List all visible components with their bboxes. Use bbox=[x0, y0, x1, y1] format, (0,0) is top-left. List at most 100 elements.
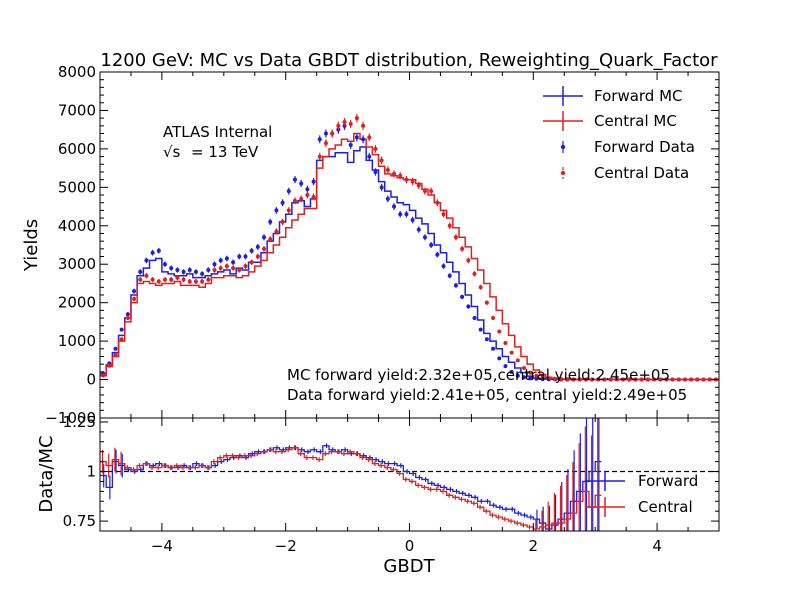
data-point-forward-data bbox=[138, 269, 143, 274]
data-point-central-data bbox=[509, 350, 514, 355]
ratio-frame bbox=[99, 417, 720, 532]
data-point-central-data bbox=[206, 277, 211, 282]
data-point-central-data bbox=[218, 266, 223, 271]
data-point-central-data bbox=[404, 177, 409, 182]
data-point-forward-data bbox=[497, 356, 502, 361]
data-point-central-data bbox=[274, 229, 279, 234]
x-axis-label: GBDT bbox=[383, 556, 435, 577]
data-point-central-data bbox=[565, 377, 570, 382]
data-point-forward-data bbox=[169, 266, 174, 271]
data-point-forward-data bbox=[484, 337, 489, 342]
data-point-forward-data bbox=[429, 243, 434, 247]
data-point-central-data bbox=[286, 208, 291, 213]
data-point-central-data bbox=[472, 271, 477, 276]
data-point-central-data bbox=[571, 377, 576, 382]
data-point-central-data bbox=[231, 266, 236, 271]
data-point-central-data bbox=[466, 258, 471, 263]
data-point-central-data bbox=[107, 363, 112, 368]
data-point-forward-data bbox=[472, 316, 477, 321]
data-point-forward-data bbox=[243, 254, 248, 259]
data-point-forward-data bbox=[193, 269, 198, 274]
main-y-tick-label: 1000 bbox=[58, 332, 96, 350]
data-point-forward-data bbox=[354, 135, 359, 140]
data-point-forward-data bbox=[373, 169, 378, 174]
data-point-central-data bbox=[175, 275, 180, 280]
data-point-central-data bbox=[676, 377, 681, 382]
data-point-forward-data bbox=[509, 369, 514, 374]
data-point-central-data bbox=[528, 370, 533, 375]
legend-entry-central-mc: Central MC bbox=[543, 111, 677, 131]
data-point-central-data bbox=[156, 279, 161, 284]
data-point-central-data bbox=[546, 376, 551, 381]
data-point-central-data bbox=[385, 168, 390, 173]
x-tick-label: 4 bbox=[652, 537, 662, 555]
data-point-central-data bbox=[633, 377, 638, 382]
data-point-forward-data bbox=[503, 364, 508, 369]
data-point-central-data bbox=[249, 260, 254, 265]
main-y-tick-label: 7000 bbox=[58, 101, 96, 119]
data-point-forward-data bbox=[113, 346, 118, 351]
legend-entry-forward: Forward bbox=[585, 471, 698, 491]
data-point-forward-data bbox=[218, 258, 223, 263]
data-point-central-data bbox=[169, 277, 174, 282]
data-point-central-data bbox=[695, 377, 700, 382]
data-point-central-data bbox=[515, 358, 520, 363]
data-point-central-data bbox=[305, 193, 310, 198]
data-point-forward-data bbox=[398, 212, 403, 217]
chart-title: 1200 GeV: MC vs Data GBDT distribution, … bbox=[100, 50, 718, 71]
data-point-forward-data bbox=[156, 248, 161, 253]
data-point-forward-data bbox=[522, 375, 527, 380]
data-point-forward-data bbox=[150, 250, 155, 255]
data-point-forward-data bbox=[466, 304, 471, 309]
data-point-central-data bbox=[682, 377, 687, 382]
data-point-forward-data bbox=[392, 204, 397, 209]
data-point-forward-data bbox=[274, 208, 279, 213]
main-y-tick-label: 8000 bbox=[58, 63, 96, 81]
data-point-forward-data bbox=[379, 185, 384, 190]
data-point-forward-data bbox=[422, 235, 427, 240]
data-yield-annotation: Data forward yield:2.41e+05, central yie… bbox=[287, 386, 687, 404]
data-point-central-data bbox=[101, 373, 106, 378]
legend-entry-central: Central bbox=[585, 497, 693, 517]
data-point-central-data bbox=[484, 300, 489, 305]
data-point-forward-data bbox=[311, 179, 316, 184]
data-point-central-data bbox=[441, 212, 446, 217]
main-y-tick-label: 2000 bbox=[58, 294, 96, 312]
data-point-forward-data bbox=[453, 283, 458, 288]
data-point-central-data bbox=[707, 377, 712, 382]
data-point-central-data bbox=[608, 377, 613, 382]
data-point-forward-data bbox=[255, 244, 260, 249]
data-point-central-data bbox=[435, 200, 440, 205]
data-point-central-data bbox=[373, 146, 378, 151]
legend-label-central-data: Central Data bbox=[594, 164, 689, 182]
data-point-forward-data bbox=[119, 327, 124, 332]
data-point-central-data bbox=[664, 377, 669, 382]
data-point-central-data bbox=[670, 377, 675, 382]
data-point-forward-data bbox=[132, 289, 137, 294]
data-point-central-data bbox=[144, 273, 149, 278]
data-point-central-data bbox=[522, 366, 527, 371]
data-point-central-data bbox=[416, 183, 421, 188]
data-point-central-data bbox=[447, 223, 452, 228]
data-point-forward-data bbox=[187, 267, 192, 272]
data-point-central-data bbox=[392, 171, 397, 176]
data-point-central-data bbox=[212, 267, 217, 272]
data-point-forward-data bbox=[292, 177, 297, 182]
main-y-tick-label: 3000 bbox=[58, 255, 96, 273]
y-axis-label-main: Yields bbox=[21, 219, 42, 272]
data-point-central-data bbox=[342, 119, 347, 124]
data-point-forward-data bbox=[144, 258, 149, 263]
data-point-central-data bbox=[193, 279, 198, 284]
data-point-central-data bbox=[478, 285, 483, 290]
data-point-central-data bbox=[361, 123, 366, 128]
data-point-forward-data bbox=[515, 373, 520, 378]
legend-entry-forward-data: Forward Data bbox=[560, 138, 695, 156]
ratio-y-tick-label: 1.25 bbox=[63, 413, 96, 431]
data-point-central-data bbox=[162, 277, 167, 282]
legend-ratio: Forward Central bbox=[585, 471, 698, 517]
ratio-y-tick-label: 0.75 bbox=[63, 512, 96, 530]
data-point-forward-data bbox=[348, 143, 353, 148]
data-point-central-data bbox=[577, 377, 582, 382]
data-point-central-data bbox=[614, 377, 619, 382]
legend-main: Forward MC Central MC Forward Data Centr… bbox=[543, 86, 695, 182]
